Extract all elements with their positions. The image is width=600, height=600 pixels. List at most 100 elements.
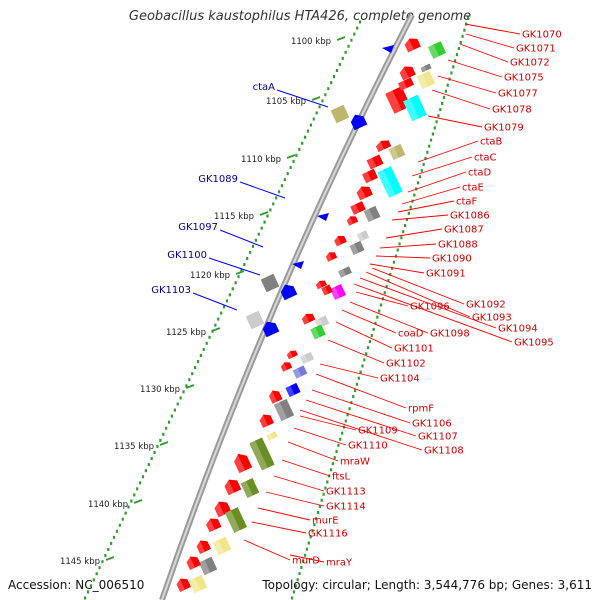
gene-label[interactable]: GK1070 <box>522 30 562 41</box>
gene-feature <box>267 390 283 404</box>
gene-feature <box>350 201 366 215</box>
kbp-label: 1110 kbp <box>241 155 281 165</box>
backbone-highlight <box>161 14 413 600</box>
leader-line <box>427 115 483 128</box>
gene-label[interactable]: ctaB <box>480 137 503 148</box>
gene-feature <box>258 414 274 428</box>
gene-label[interactable]: rpmF <box>408 404 434 415</box>
accession-label: Accession: NC_006510 <box>8 578 145 592</box>
leader-line <box>407 171 467 193</box>
gene-feature <box>321 284 333 296</box>
leader-line <box>273 475 325 492</box>
gene-label[interactable]: GK1116 <box>308 529 348 540</box>
leader-line <box>459 43 509 63</box>
kbp-tick <box>105 556 115 561</box>
gene-feature <box>416 70 436 90</box>
kbp-tick <box>259 211 269 216</box>
leader-line <box>319 363 379 379</box>
gene-feature <box>175 578 191 592</box>
gene-label[interactable]: GK1092 <box>466 300 506 311</box>
gene-label[interactable]: mraY <box>326 558 353 569</box>
gene-feature <box>363 205 381 223</box>
gene-label[interactable]: GK1093 <box>472 313 512 324</box>
gene-label[interactable]: ctaE <box>462 183 484 194</box>
gene-label[interactable]: GK1110 <box>348 441 388 452</box>
gene-label[interactable]: GK1094 <box>498 324 538 335</box>
gene-label[interactable]: GK1108 <box>424 446 464 457</box>
leader-line <box>192 292 238 311</box>
gene-label[interactable]: ctaA <box>253 82 276 93</box>
gene-label[interactable]: ctaF <box>456 197 478 208</box>
gene-label[interactable]: GK1114 <box>326 502 366 513</box>
gene-label[interactable]: ftsL <box>332 472 350 483</box>
gene-feature <box>356 230 370 242</box>
gene-label[interactable]: mraW <box>340 457 370 468</box>
gene-label[interactable]: ctaD <box>468 168 492 179</box>
gene-label[interactable]: murD <box>292 556 320 567</box>
gene-label[interactable]: GK1100 <box>167 250 207 261</box>
gene-label[interactable]: GK1090 <box>432 254 472 265</box>
gene-label[interactable]: coaD <box>398 329 424 340</box>
kbp-tick <box>286 154 296 159</box>
gene-label[interactable]: GK1075 <box>504 73 544 84</box>
gene-label[interactable]: GK1102 <box>386 359 426 370</box>
gene-label[interactable]: ctaC <box>474 153 497 164</box>
leader-line <box>335 321 393 349</box>
gene-label[interactable]: GK1078 <box>492 105 532 116</box>
gene-feature <box>385 86 411 114</box>
gene-label[interactable]: GK1097 <box>178 222 218 233</box>
gene-feature <box>333 235 347 247</box>
leader-line <box>208 257 261 276</box>
gene-feature <box>198 556 218 576</box>
gene-feature <box>245 310 265 330</box>
gene-feature <box>355 186 373 201</box>
leader-line <box>401 186 461 205</box>
leader-line <box>371 267 465 305</box>
gene-label[interactable]: GK1113 <box>326 487 366 498</box>
kbp-label: 1125 kbp <box>166 328 206 338</box>
leader-line <box>243 539 291 561</box>
gene-feature <box>222 479 242 496</box>
gene-label[interactable]: GK1089 <box>198 174 238 185</box>
gene-feature <box>300 313 316 325</box>
leader-line <box>375 255 431 259</box>
gene-label[interactable]: GK1087 <box>444 225 484 236</box>
gene-feature <box>397 77 415 91</box>
leader-line <box>265 491 325 507</box>
leader-line <box>369 263 425 274</box>
gene-feature <box>349 240 365 256</box>
gene-label[interactable]: GK1091 <box>426 269 466 280</box>
leader-line <box>341 309 397 334</box>
gene-label[interactable]: GK1086 <box>450 211 490 222</box>
kbp-label: 1100 kbp <box>291 37 331 47</box>
leader-line <box>276 89 329 108</box>
leader-line <box>464 23 521 35</box>
gene-feature <box>285 350 299 360</box>
gene-label[interactable]: GK1103 <box>151 285 191 296</box>
gene-feature <box>195 540 211 554</box>
gene-label[interactable]: GK1095 <box>514 338 554 349</box>
gene-label[interactable]: GK1109 <box>358 426 398 437</box>
kbp-label: 1120 kbp <box>190 271 230 281</box>
gene-label[interactable]: GK1104 <box>380 374 420 385</box>
feature-marker <box>292 261 304 269</box>
gene-label[interactable]: GK1098 <box>430 329 470 340</box>
gene-label[interactable]: GK1106 <box>412 419 452 430</box>
gene-label[interactable]: GK1101 <box>394 344 434 355</box>
gene-label[interactable]: GK1071 <box>516 44 556 55</box>
feature-marker <box>382 45 394 53</box>
leader-line <box>315 373 407 409</box>
gene-feature <box>204 518 222 533</box>
gene-label[interactable]: GK1088 <box>438 240 478 251</box>
gene-feature <box>280 284 298 301</box>
leader-line <box>299 409 423 451</box>
gene-label[interactable]: GK1072 <box>510 58 550 69</box>
gene-feature <box>338 266 352 278</box>
gene-label[interactable]: GK1077 <box>498 89 538 100</box>
gene-label[interactable]: GK1079 <box>484 123 524 134</box>
gene-label[interactable]: GK1096 <box>410 302 450 313</box>
leader-line <box>219 229 264 248</box>
gene-label[interactable]: murE <box>312 516 339 527</box>
gene-label[interactable]: GK1107 <box>418 432 458 443</box>
